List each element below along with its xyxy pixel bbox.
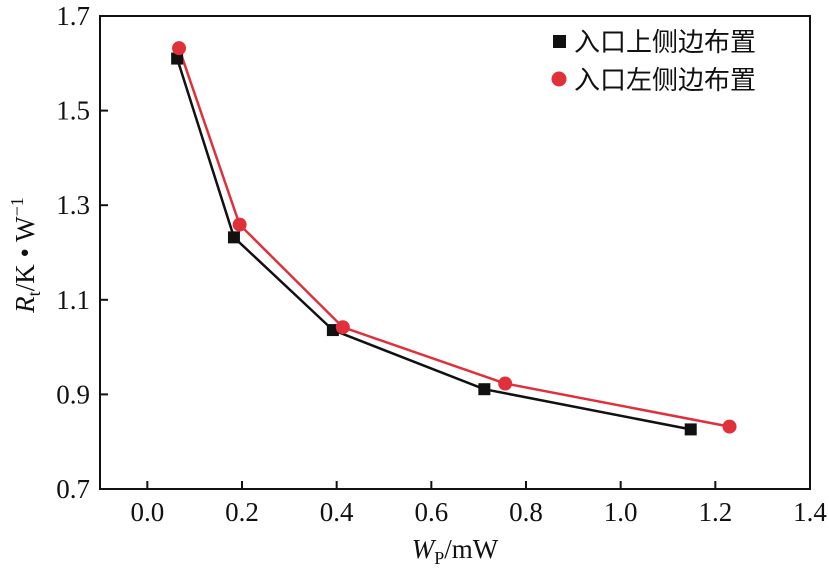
- series-line-1: [177, 47, 730, 428]
- data-point-circle: [335, 320, 350, 335]
- legend-marker-circle: [551, 71, 567, 87]
- series-group: [171, 41, 737, 436]
- legend: 入口上侧边布置 入口左侧边布置: [551, 28, 756, 96]
- legend-label-left-side: 入口左侧边布置: [574, 66, 756, 96]
- x-tick-label: 1.2: [698, 497, 732, 527]
- data-point-circle: [172, 41, 187, 56]
- x-tick-label: 0.8: [509, 497, 543, 527]
- x-tick-label: 0.0: [130, 497, 164, 527]
- data-point-square: [227, 231, 240, 244]
- data-point-circle: [722, 419, 737, 434]
- x-tick-label: 1.0: [604, 497, 638, 527]
- data-point-square: [171, 52, 184, 65]
- x-axis-title: WP/mW: [412, 534, 499, 568]
- y-tick-label: 0.9: [56, 379, 90, 409]
- legend-label-top-side: 入口上侧边布置: [574, 28, 756, 58]
- y-tick-label: 1.7: [56, 1, 90, 31]
- x-tick-label: 1.4: [793, 497, 827, 527]
- series-line-0: [176, 58, 691, 431]
- data-point-circle: [498, 376, 513, 391]
- data-point-circle: [232, 217, 247, 232]
- y-axis-title: Rt/K • W−1: [7, 197, 44, 314]
- y-tick-label: 0.7: [56, 474, 90, 504]
- x-tick-label: 0.4: [320, 497, 354, 527]
- plot-frame: [99, 15, 811, 490]
- x-tick-label: 0.6: [414, 497, 448, 527]
- legend-marker-square: [553, 35, 566, 48]
- y-tick-label: 1.3: [56, 190, 90, 220]
- y-tick-label: 1.5: [56, 96, 90, 126]
- data-point-square: [684, 423, 697, 436]
- axis-ticks: 0.0 0.2 0.4 0.6 0.8 1.0 1.2 1.4 0.7 0.9 1.1 1.3 1.5 1…: [56, 1, 827, 527]
- y-tick-label: 1.1: [56, 285, 90, 315]
- data-point-square: [478, 383, 491, 396]
- x-tick-label: 0.2: [225, 497, 259, 527]
